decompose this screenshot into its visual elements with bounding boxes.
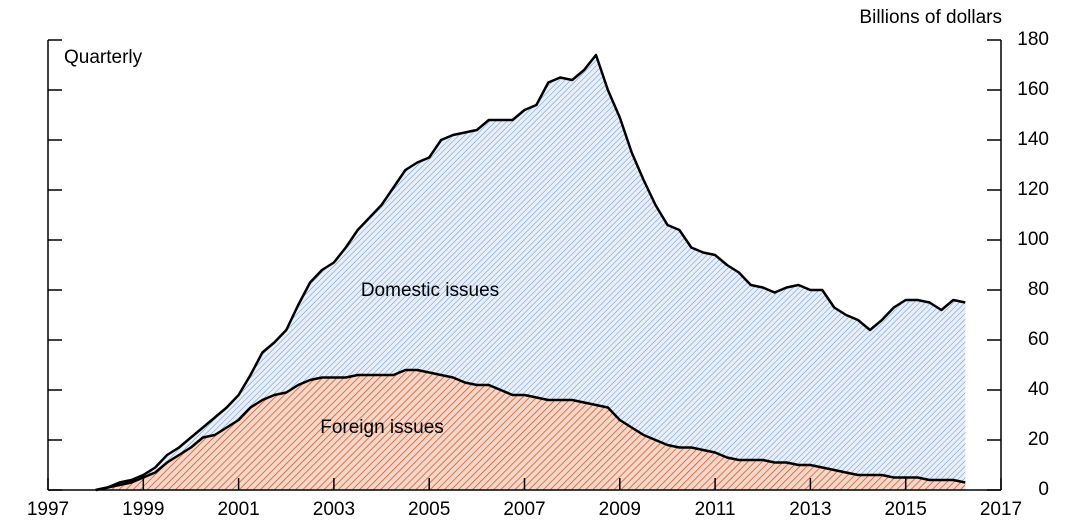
area-line [95,53,966,492]
x-tick-label: 2005 [408,499,450,520]
annotation: Quarterly [64,47,143,68]
x-tick-label: 1999 [122,499,164,520]
y-tick-label: 40 [1028,379,1049,400]
y-tick-label: 140 [1017,129,1049,150]
x-tick-label: 2013 [789,499,831,520]
x-tick-label: 1997 [27,499,69,520]
series-label: Foreign issues [320,417,444,438]
x-tick-label: 2003 [313,499,355,520]
y-tick-label: 180 [1017,29,1049,50]
y-tick-label: 160 [1017,79,1049,100]
area [95,55,966,490]
y-tick-label: 60 [1028,329,1049,350]
y-tick-label: 120 [1017,179,1049,200]
y-tick-label: 100 [1017,229,1049,250]
x-tick-label: 2001 [217,499,259,520]
area-line [95,368,966,492]
y-tick-label: 0 [1038,479,1049,500]
series-label: Domestic issues [361,280,499,301]
y-tick-label: 20 [1028,429,1049,450]
y-axis-label: Billions of dollars [859,7,1002,28]
x-tick-label: 2017 [980,499,1022,520]
x-tick-label: 2015 [885,499,927,520]
x-tick-label: 2007 [503,499,545,520]
x-tick-label: 2011 [695,499,736,520]
x-tick-label: 2009 [599,499,641,520]
y-tick-label: 80 [1028,279,1049,300]
